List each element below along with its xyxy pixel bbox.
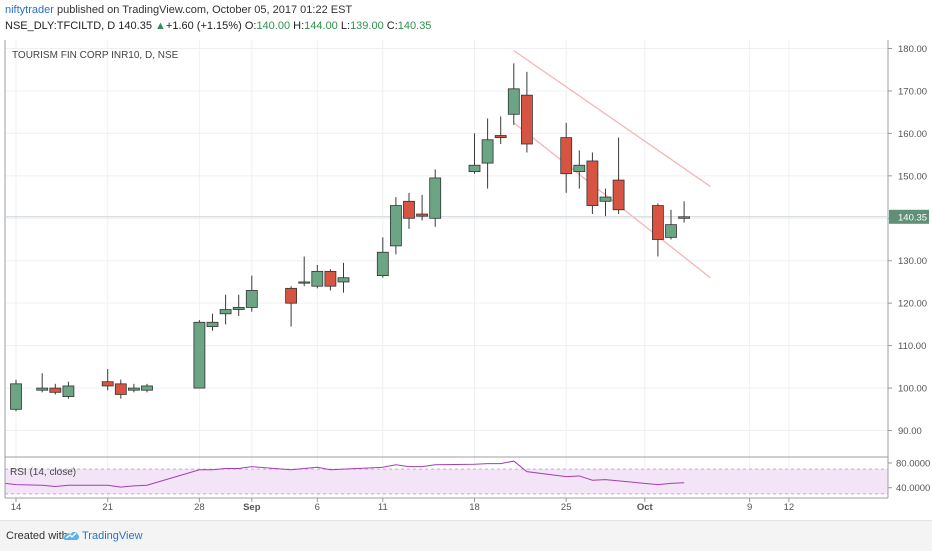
time-tick-label: 12: [784, 502, 795, 513]
open-value: 140.00: [256, 20, 291, 32]
rsi-tick-label: 40.0000: [896, 483, 930, 494]
price-tick-label: 100.00: [898, 384, 927, 395]
time-tick-label: 11: [378, 502, 388, 513]
candle-up: [376, 251, 389, 276]
time-tick-label: 14: [11, 502, 22, 513]
publish-line: niftytrader published on TradingView.com…: [5, 4, 352, 16]
candle-down: [403, 200, 415, 219]
main-pane: [5, 40, 888, 456]
candle-up: [311, 270, 324, 287]
ticker-line: NSE_DLY:TFCILTD, D 140.35 ▲+1.60 (+1.15%…: [5, 20, 431, 32]
candle-down: [612, 179, 625, 211]
rsi-band: [5, 469, 888, 494]
price-chart[interactable]: 90.00100.00110.00120.00130.00140.00150.0…: [0, 38, 932, 520]
open-label: O:: [244, 20, 257, 32]
candle-up: [599, 196, 612, 202]
up-arrow-icon: ▲: [155, 20, 166, 32]
author-link[interactable]: niftytrader: [5, 4, 54, 16]
candle-down: [521, 94, 533, 145]
symbol-label: NSE_DLY:TFCILTD, D: [5, 20, 116, 32]
rsi-label: RSI (14, close): [10, 467, 76, 478]
created-with-label: Created with: [6, 530, 68, 542]
candle-down: [586, 160, 599, 206]
price-tick-label: 120.00: [898, 299, 927, 310]
candle-up: [206, 321, 219, 327]
candle-up: [481, 139, 494, 164]
candle-up: [193, 321, 206, 389]
high-label: H:: [293, 20, 305, 32]
time-tick-label: 28: [194, 502, 205, 513]
candle-up: [678, 216, 690, 219]
price-tick-label: 170.00: [898, 86, 927, 97]
candle-up: [62, 385, 75, 397]
candle-up: [141, 385, 153, 391]
price-tick-label: 110.00: [898, 341, 926, 352]
published-text: published on TradingView.com, October 05…: [56, 4, 353, 16]
footer: Created with TradingView: [0, 520, 932, 551]
candle-up: [507, 88, 520, 115]
price-tick-label: 160.00: [898, 129, 927, 140]
price-tick-label: 130.00: [898, 256, 927, 267]
time-tick-label: Sep: [243, 502, 261, 513]
candle-up: [127, 387, 140, 391]
chart-area[interactable]: 90.00100.00110.00120.00130.00140.00150.0…: [0, 38, 932, 520]
candle-down: [114, 383, 127, 395]
candle-up: [337, 277, 350, 283]
time-tick-label: 18: [469, 502, 480, 513]
time-tick-label: 25: [561, 502, 572, 513]
candle-up: [573, 164, 586, 172]
price-tick-label: 90.00: [898, 426, 922, 437]
candle-down: [49, 387, 62, 393]
low-value: 139.00: [350, 20, 384, 32]
chart-header: niftytrader published on TradingView.com…: [0, 0, 932, 38]
candle-down: [101, 381, 114, 387]
candle-up: [232, 307, 245, 310]
candle-up: [36, 387, 49, 391]
tradingview-brand-link[interactable]: TradingView: [82, 530, 143, 542]
last-price-tag-label: 140.35: [898, 212, 927, 223]
candle-down: [494, 135, 507, 139]
time-tick-label: Oct: [637, 502, 654, 513]
candle-down: [416, 213, 429, 217]
time-tick-label: 21: [102, 502, 113, 513]
price-tick-label: 150.00: [898, 171, 927, 182]
time-tick-label: 9: [747, 502, 752, 513]
candle-up: [429, 177, 442, 219]
trend-channel-line: [513, 50, 711, 187]
candle-down: [324, 270, 337, 287]
tradingview-logo-icon: [64, 531, 80, 540]
last-price: 140.35: [118, 20, 152, 32]
candle-up: [298, 281, 311, 284]
rsi-line: [4, 460, 685, 488]
candle-up: [665, 224, 677, 238]
candle-up: [10, 383, 22, 410]
low-label: L:: [340, 20, 351, 32]
close-value: 140.35: [397, 20, 432, 32]
candle-up: [468, 164, 481, 172]
candle-down: [652, 205, 664, 240]
price-tick-label: 180.00: [898, 44, 927, 55]
close-label: C:: [386, 20, 398, 32]
candle-down: [285, 287, 298, 304]
candle-up: [389, 205, 402, 247]
time-tick-label: 6: [315, 502, 320, 513]
change-value: +1.60 (+1.15%): [165, 20, 242, 32]
candle-up: [245, 290, 258, 308]
candle-down: [560, 137, 573, 175]
rsi-tick-label: 80.0000: [896, 458, 930, 469]
last-price-tag: [889, 209, 929, 224]
candle-up: [219, 309, 232, 315]
high-value: 144.00: [304, 20, 338, 32]
chart-title: TOURISM FIN CORP INR10, D, NSE: [12, 50, 179, 61]
trend-channel-line: [513, 122, 711, 279]
